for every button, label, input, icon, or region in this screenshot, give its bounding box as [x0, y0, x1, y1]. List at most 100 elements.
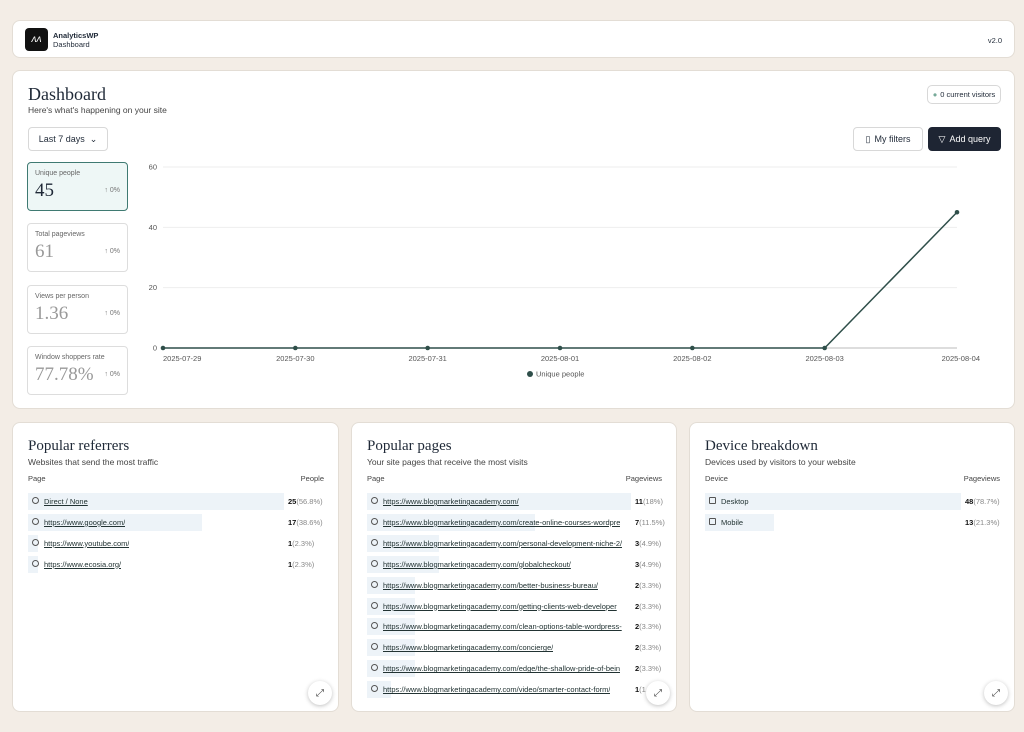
- table-row: https://www.blogmarketingacademy.com/cre…: [367, 513, 665, 531]
- query-text: Add query: [949, 134, 991, 144]
- row-count: 3: [635, 559, 640, 569]
- row-label[interactable]: https://www.ecosia.org/: [44, 559, 122, 569]
- row-icon: [371, 601, 378, 609]
- metric-card: Unique people 45 ↑ 0%: [27, 162, 128, 211]
- y-tick-label: 60: [149, 163, 157, 172]
- panel-subtitle: Websites that send the most traffic: [28, 457, 159, 467]
- value-bar: [367, 555, 439, 573]
- row-label: Mobile: [721, 517, 744, 527]
- row-label[interactable]: https://www.blogmarketingacademy.com/: [383, 497, 519, 506]
- row-value: 17(38.6%): [288, 518, 323, 527]
- range-text: Last 7 days: [38, 134, 85, 144]
- row-count: 7: [635, 517, 640, 527]
- panel-subtitle: Your site pages that receive the most vi…: [367, 457, 528, 467]
- expand-button[interactable]: ⤢: [308, 681, 332, 705]
- row-percent: (2.3%): [292, 538, 315, 548]
- change-value: 0%: [109, 370, 120, 378]
- row-count: 2: [635, 580, 640, 590]
- table-row: https://www.blogmarketingacademy.com/glo…: [367, 555, 663, 573]
- row-label[interactable]: Direct / None: [44, 497, 88, 506]
- row-count: 48: [965, 497, 974, 506]
- row-label[interactable]: https://www.blogmarketingacademy.com/get…: [383, 601, 617, 611]
- y-tick-label: 40: [149, 223, 157, 232]
- value-bar: [367, 493, 631, 510]
- row-count: 11: [635, 497, 643, 506]
- data-point: [822, 345, 827, 351]
- row-value: 3(4.9%): [635, 560, 661, 569]
- row-value: 1(2.3%): [288, 539, 314, 548]
- expand-button[interactable]: ⤢: [984, 681, 1008, 705]
- row-label[interactable]: https://www.blogmarketingacademy.com/con…: [383, 643, 554, 653]
- dashboard-title: Dashboard: [28, 84, 106, 104]
- data-point: [293, 345, 298, 351]
- row-count: 17: [288, 517, 297, 527]
- row-value: 2(3.3%): [635, 622, 661, 631]
- query-button[interactable]: ▽ Add query: [928, 127, 1001, 151]
- row-percent: (3.3%): [639, 601, 662, 611]
- value-bar: [367, 597, 415, 615]
- row-count: 25: [288, 497, 297, 506]
- x-tick-label: 2025-07-29: [163, 354, 201, 363]
- row-value: 25(56.8%): [288, 497, 323, 506]
- row-count: 2: [635, 643, 640, 653]
- x-tick-label: 2025-08-03: [805, 354, 843, 363]
- change-arrow: ↑: [104, 370, 110, 378]
- logo: ʌʌ: [25, 28, 48, 51]
- row-label[interactable]: https://www.blogmarketingacademy.com/per…: [383, 538, 623, 548]
- row-label[interactable]: https://www.blogmarketingacademy.com/vid…: [383, 685, 611, 695]
- row-value: 1(2.3%): [288, 560, 314, 569]
- row-label[interactable]: https://www.blogmarketingacademy.com/glo…: [383, 559, 571, 569]
- panel-subtitle: Devices used by visitors to your website: [705, 457, 856, 467]
- row-percent: (21.3%): [973, 517, 1000, 527]
- row-icon: [371, 685, 378, 693]
- row-value: 2(3.3%): [635, 664, 661, 673]
- table-row: https://www.blogmarketingacademy.com/vid…: [367, 681, 663, 699]
- data-point: [160, 345, 166, 351]
- row-value: 13(21.3%): [965, 518, 1000, 527]
- table-row: Direct / None 25(56.8%): [28, 493, 325, 510]
- row-icon: [371, 622, 378, 630]
- row-label[interactable]: https://www.blogmarketingacademy.com/cre…: [383, 517, 621, 527]
- metric-label: Window shoppers rate: [35, 353, 105, 361]
- row-icon: [371, 580, 378, 588]
- row-icon: [32, 538, 39, 546]
- row-label[interactable]: https://www.blogmarketingacademy.com/edg…: [383, 664, 621, 674]
- header: ʌʌ AnalyticsWP Dashboard v2.0: [12, 20, 1015, 58]
- row-percent: (18%): [642, 497, 663, 506]
- x-tick-label: 2025-08-02: [673, 354, 711, 363]
- value-bar: [367, 618, 415, 636]
- filters-button[interactable]: ▯ My filters: [853, 127, 923, 151]
- value-bar: [367, 534, 439, 552]
- row-count: 2: [635, 601, 640, 611]
- dashboard-subtitle: Here's what's happening on your site: [28, 105, 167, 115]
- row-label[interactable]: https://www.youtube.com/: [44, 538, 130, 548]
- metric-label: Total pageviews: [35, 231, 85, 239]
- table-row: https://www.blogmarketingacademy.com/bet…: [367, 576, 663, 594]
- row-icon: [709, 517, 716, 525]
- value-bar: [705, 513, 775, 531]
- row-icon: [371, 538, 378, 546]
- column-header: Page: [28, 474, 46, 483]
- x-tick-label: 2025-07-30: [276, 354, 314, 363]
- data-point: [557, 345, 563, 351]
- line-series: [163, 211, 958, 349]
- row-label[interactable]: https://www.blogmarketingacademy.com/cle…: [383, 622, 622, 632]
- metric-label: Unique people: [35, 170, 81, 177]
- column-header: Pageviews: [963, 474, 1000, 483]
- row-percent: (78.7%): [973, 497, 1000, 506]
- range-select[interactable]: Last 7 days ⌄: [28, 127, 108, 151]
- row-percent: (11.5%): [639, 517, 665, 527]
- change-arrow: ↑: [104, 309, 110, 317]
- row-percent: (4.9%): [639, 538, 662, 548]
- metric-value: 77.78%: [35, 363, 94, 385]
- expand-button[interactable]: ⤢: [646, 681, 670, 705]
- row-label[interactable]: https://www.blogmarketingacademy.com/bet…: [383, 580, 598, 590]
- row-icon: [32, 497, 39, 504]
- row-label[interactable]: https://www.google.com/: [44, 517, 126, 527]
- row-percent: (3.3%): [639, 622, 662, 632]
- x-tick-label: 2025-07-31: [408, 354, 446, 363]
- metric-card: Window shoppers rate 77.78% ↑ 0%: [27, 345, 128, 395]
- column-header: Page: [367, 474, 385, 483]
- table-row: https://www.blogmarketingacademy.com/per…: [367, 534, 663, 552]
